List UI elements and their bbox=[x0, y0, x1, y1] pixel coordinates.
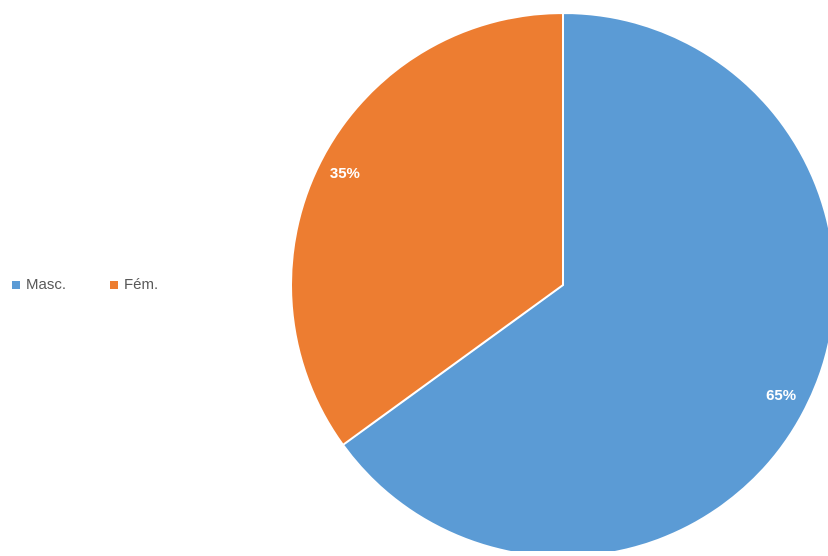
data-label-fem: 35% bbox=[330, 165, 360, 182]
legend-label-fem: Fém. bbox=[124, 276, 159, 293]
legend-swatch-fem bbox=[110, 280, 119, 289]
legend-swatch-masc bbox=[12, 280, 20, 289]
legend-entry-masc: Masc. bbox=[12, 276, 66, 293]
pie-slice-masc bbox=[341, 11, 828, 556]
legend-entry-fem: Fém. bbox=[110, 276, 158, 293]
chart-legend: Masc. Fém. bbox=[12, 276, 158, 293]
legend-label-masc: Masc. bbox=[26, 276, 67, 293]
pie-slice-fem bbox=[290, 11, 564, 447]
data-label-masc: 65% bbox=[766, 387, 796, 404]
